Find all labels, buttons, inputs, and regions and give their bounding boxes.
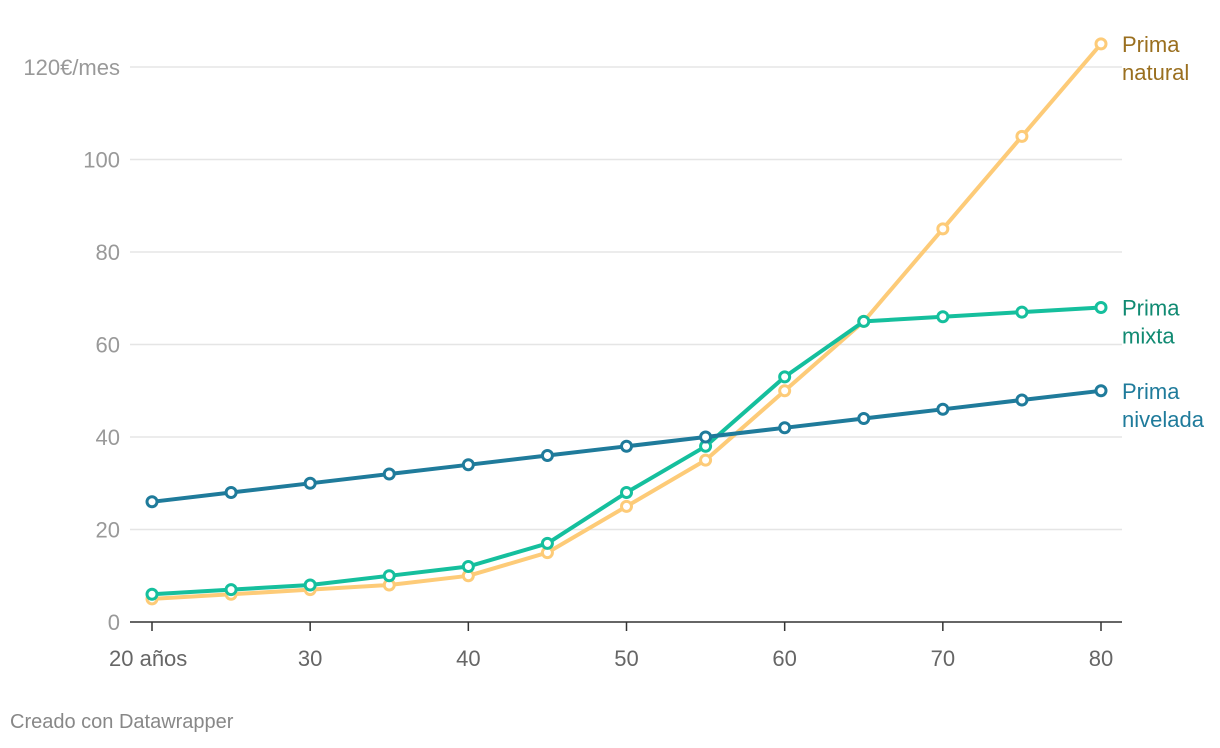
series-label: Prima nivelada (1122, 379, 1205, 432)
y-axis: 0 20 40 60 80 100 120€/mes (23, 55, 120, 635)
y-tick-label: 100 (83, 148, 120, 173)
y-tick-label: 0 (108, 610, 120, 635)
series-prima-natural (145, 37, 1108, 606)
data-point (303, 578, 317, 592)
y-tick-label: 80 (96, 240, 120, 265)
series-prima-nivelada (145, 384, 1108, 509)
data-point (857, 412, 871, 425)
series-labels: Prima natural Prima mixta Prima nivelada (1122, 32, 1205, 432)
x-axis: 20 años 30 40 50 60 70 80 (109, 621, 1122, 671)
series-label: Prima mixta (1122, 296, 1180, 349)
y-tick-label: 120€/mes (23, 55, 120, 80)
x-tick-label: 40 (456, 646, 480, 671)
y-tick-label: 20 (96, 518, 120, 543)
data-point (224, 583, 238, 597)
data-point (620, 499, 633, 513)
data-point (620, 486, 633, 499)
data-point (1094, 384, 1108, 398)
series-group (145, 37, 1108, 606)
data-point (461, 560, 475, 573)
credit-footer: Creado con Datawrapper (10, 711, 234, 733)
data-point (303, 476, 317, 490)
data-point (145, 587, 159, 601)
data-point (1094, 37, 1108, 51)
data-point (540, 449, 554, 462)
data-point (461, 458, 475, 472)
y-tick-label: 40 (96, 425, 120, 450)
x-tick-label: 80 (1089, 646, 1113, 671)
y-tick-label: 60 (96, 333, 120, 358)
data-point (540, 536, 554, 550)
data-point (620, 439, 633, 453)
x-tick-label: 30 (298, 646, 322, 671)
data-point (224, 486, 238, 499)
data-point (778, 384, 792, 398)
x-tick-label: 20 años (109, 646, 187, 671)
data-point (857, 314, 871, 328)
data-point (936, 402, 950, 416)
data-point (1094, 301, 1108, 314)
data-point (936, 310, 950, 324)
grid (130, 66, 1122, 531)
data-point (936, 222, 950, 236)
data-point (382, 467, 396, 481)
data-point (699, 453, 713, 467)
data-point (778, 370, 792, 384)
data-point (778, 421, 792, 435)
series-prima-mixta (145, 301, 1108, 601)
data-point (1015, 129, 1029, 143)
data-point (382, 569, 396, 583)
x-tick-label: 50 (614, 646, 638, 671)
data-point (1015, 393, 1029, 407)
series-label: Prima natural (1122, 32, 1189, 85)
data-point (145, 495, 159, 509)
series-line (150, 41, 1103, 601)
data-point (1015, 305, 1029, 319)
x-tick-label: 70 (931, 646, 955, 671)
data-point (699, 430, 713, 444)
x-tick-label: 60 (772, 646, 796, 671)
